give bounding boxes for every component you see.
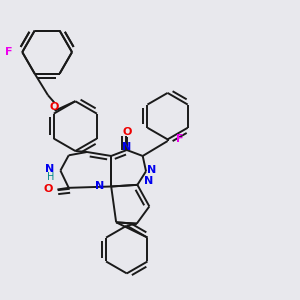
Text: N: N [144, 176, 153, 186]
Text: F: F [5, 47, 12, 57]
Text: N: N [122, 142, 131, 152]
Text: F: F [176, 134, 183, 144]
Text: O: O [122, 127, 131, 137]
Text: N: N [45, 164, 54, 174]
Text: O: O [44, 184, 53, 194]
Text: N: N [95, 182, 104, 191]
Text: O: O [50, 102, 59, 112]
Text: H: H [47, 172, 54, 182]
Text: N: N [147, 165, 157, 175]
